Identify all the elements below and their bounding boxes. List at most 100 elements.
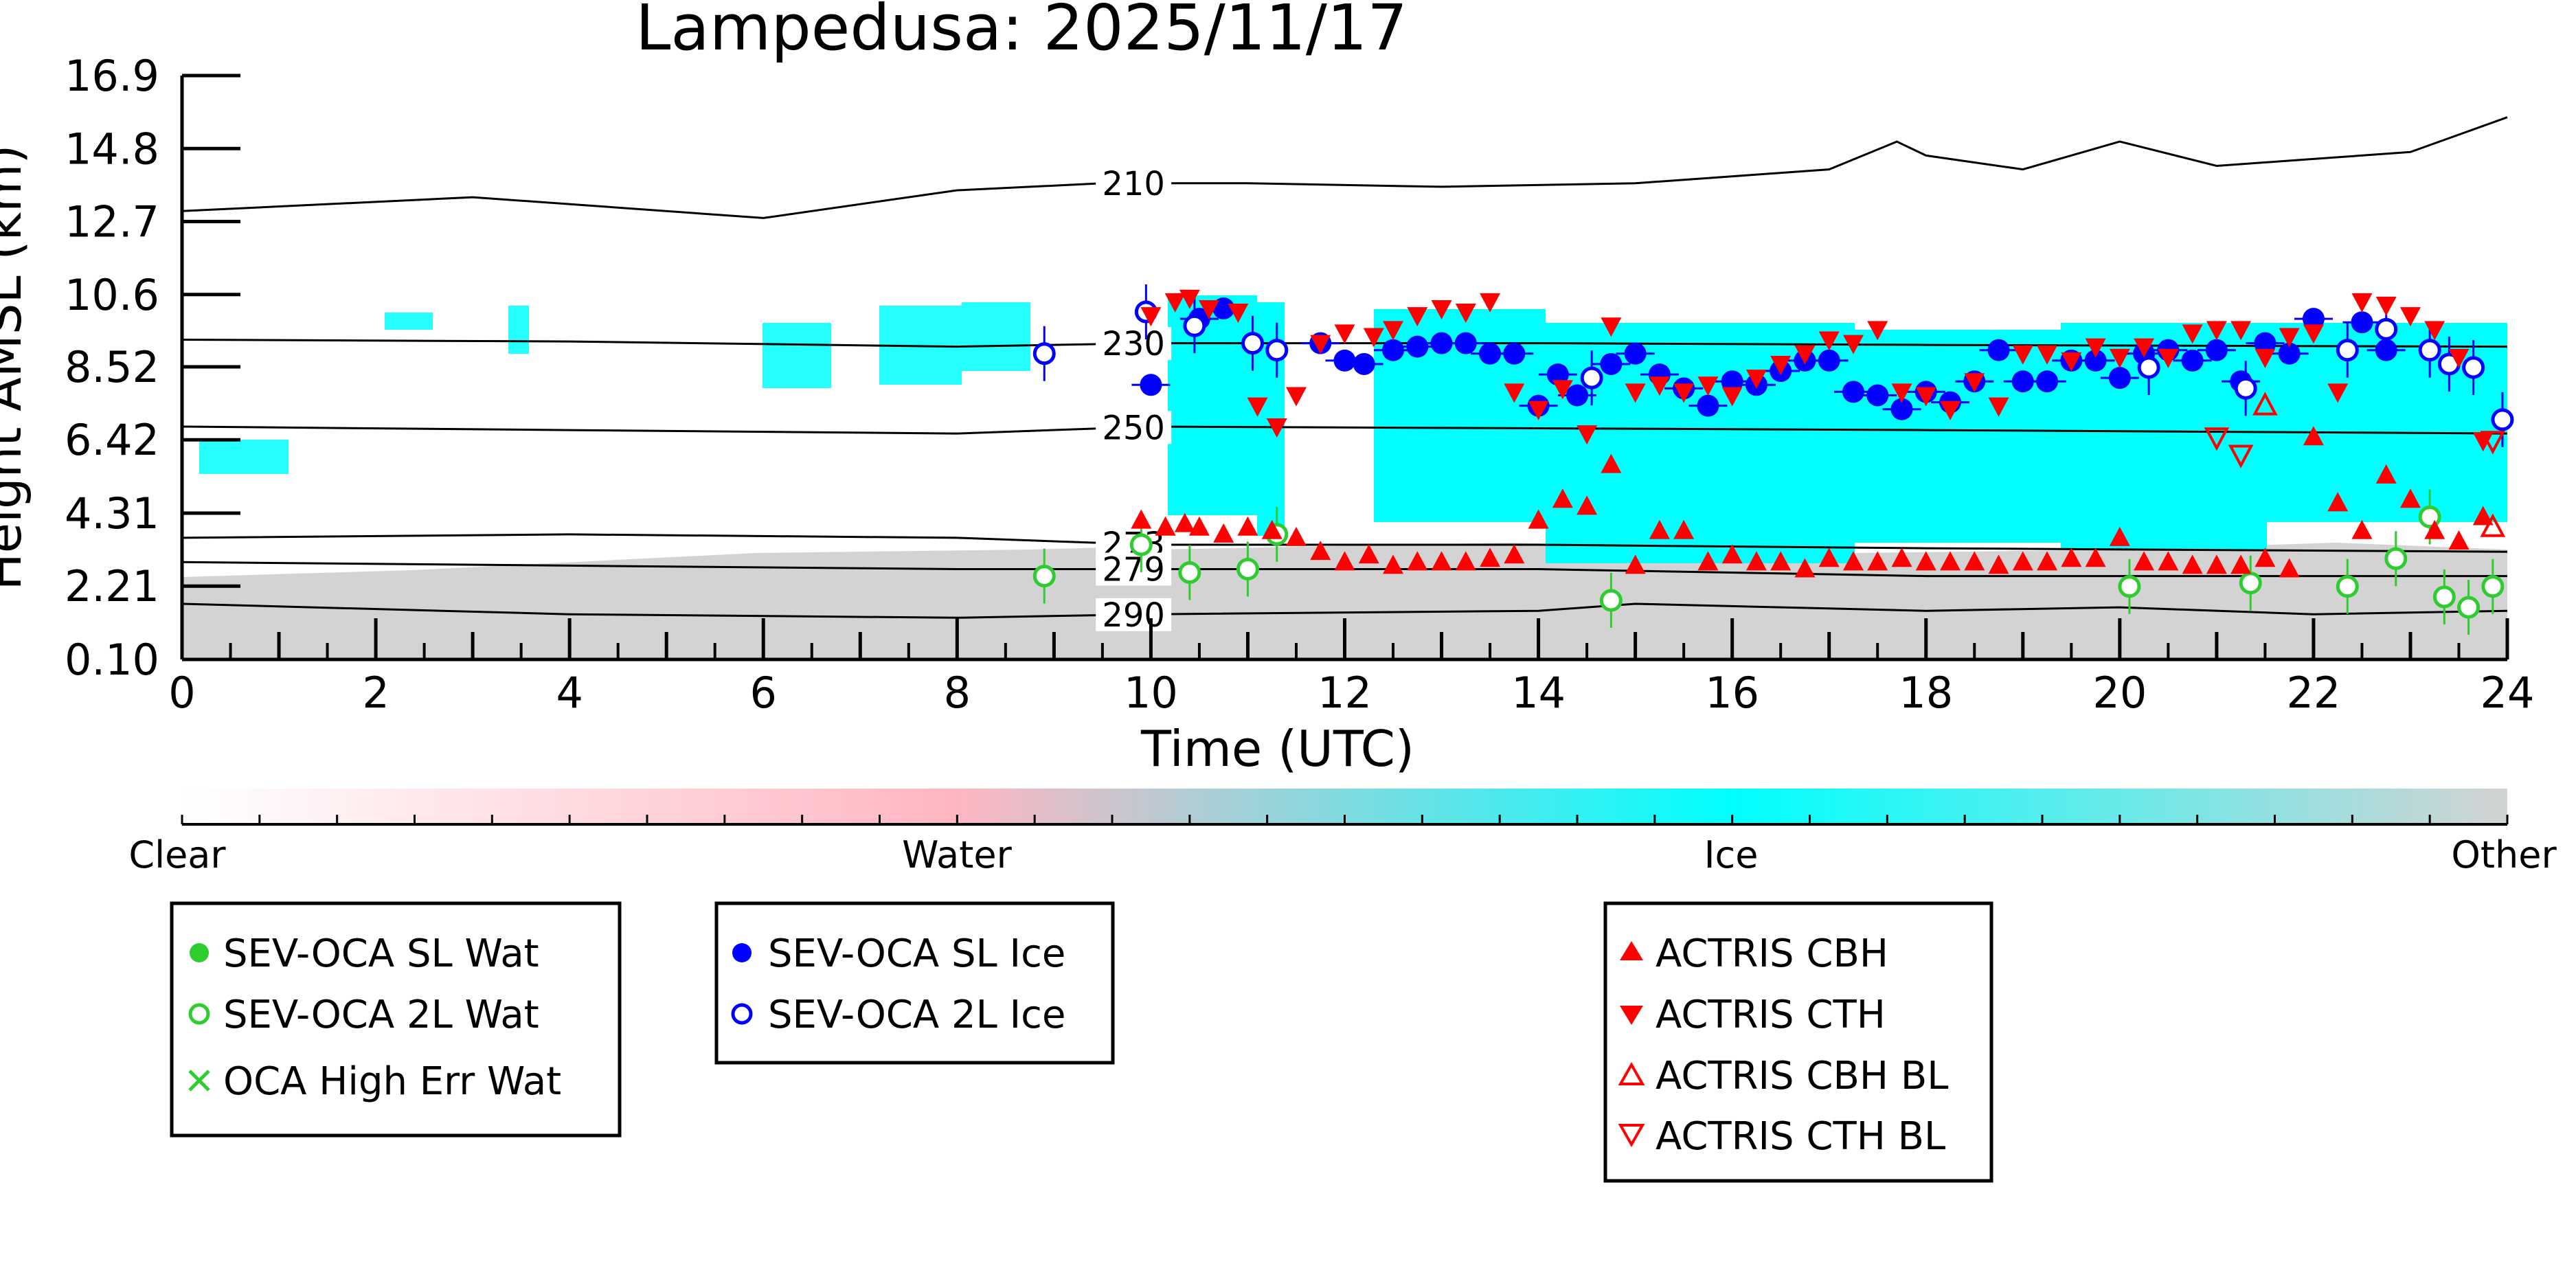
data-point bbox=[1546, 363, 1569, 386]
x-ticks: 0 2 4 6 8 10 12 14 16 18 20 22 24 bbox=[168, 618, 2534, 718]
data-point bbox=[1334, 551, 1355, 571]
legend-label: OCA High Err Wat bbox=[223, 1059, 561, 1104]
data-point bbox=[2206, 554, 2227, 574]
data-point bbox=[2037, 551, 2058, 571]
data-point bbox=[2351, 293, 2373, 313]
contour-label: 210 bbox=[1102, 165, 1165, 203]
colorbar-ticks bbox=[181, 815, 2509, 824]
data-point bbox=[2012, 551, 2033, 571]
data-point bbox=[1649, 519, 1670, 539]
legend-label: ACTRIS CBH BL bbox=[1656, 1054, 1948, 1098]
data-point bbox=[1818, 331, 1840, 351]
data-point bbox=[1697, 551, 1719, 571]
mask-ice-region bbox=[962, 302, 1030, 371]
data-point bbox=[1625, 554, 1646, 574]
legend-item-2l-wat: SEV-OCA 2L Wat bbox=[188, 993, 539, 1037]
mask-ice-region bbox=[1855, 330, 2061, 543]
y-tick-label: 2.21 bbox=[65, 561, 159, 611]
data-point bbox=[1140, 374, 1162, 396]
data-point bbox=[1237, 516, 1258, 536]
data-point bbox=[2230, 321, 2252, 341]
data-point bbox=[1247, 397, 1268, 417]
data-point bbox=[1454, 332, 1477, 354]
data-point bbox=[1164, 293, 1186, 313]
data-point bbox=[1333, 349, 1356, 372]
data-point bbox=[1964, 551, 1985, 571]
data-point bbox=[1212, 297, 1235, 319]
mask-other-region bbox=[182, 546, 1154, 659]
legend-item-high-err-wat: OCA High Err Wat bbox=[188, 1059, 561, 1104]
data-point bbox=[2457, 596, 2481, 619]
data-point bbox=[2204, 427, 2230, 451]
data-point bbox=[1915, 551, 1936, 571]
x-tick-label: 0 bbox=[168, 668, 195, 718]
data-point bbox=[1624, 342, 1647, 365]
temperature-contours: 210230250273279290 bbox=[181, 116, 2508, 635]
data-point bbox=[2158, 551, 2179, 571]
data-point bbox=[1964, 373, 1985, 393]
data-point bbox=[1600, 352, 1623, 375]
data-point bbox=[2384, 547, 2408, 570]
x-tick-label: 16 bbox=[1705, 668, 1759, 718]
data-point bbox=[1987, 339, 2010, 361]
data-point bbox=[1721, 387, 1743, 407]
data-point bbox=[1601, 317, 1622, 337]
data-point bbox=[1599, 589, 1623, 612]
data-point bbox=[1479, 342, 1502, 365]
series-actris-cth bbox=[1140, 289, 2494, 452]
data-point bbox=[2181, 349, 2204, 372]
legend-marker-triangle-down-filled bbox=[1620, 1006, 1643, 1025]
contour-label: 230 bbox=[1102, 325, 1165, 363]
data-point bbox=[1406, 335, 1429, 358]
data-point bbox=[2351, 519, 2373, 539]
data-point bbox=[2399, 488, 2421, 508]
data-point bbox=[1480, 293, 1501, 313]
x-tick-label: 18 bbox=[1899, 668, 1953, 718]
data-point bbox=[1183, 314, 1206, 337]
data-point bbox=[1199, 300, 1220, 319]
data-point bbox=[1794, 345, 1816, 365]
data-point bbox=[2182, 324, 2203, 344]
data-point bbox=[1794, 558, 1816, 578]
data-point bbox=[1552, 488, 1573, 508]
x-tick-label: 2 bbox=[362, 668, 389, 718]
data-point bbox=[2205, 339, 2228, 361]
y-tick-label: 14.8 bbox=[65, 124, 159, 174]
data-point bbox=[2424, 519, 2445, 539]
data-point bbox=[1334, 324, 1355, 344]
legend-item-sl-wat: SEV-OCA SL Wat bbox=[190, 931, 539, 976]
x-tick-label: 10 bbox=[1124, 668, 1178, 718]
data-point bbox=[1178, 561, 1201, 585]
legend-label: ACTRIS CBH bbox=[1656, 931, 1888, 976]
legend-marker-circle-filled bbox=[732, 943, 752, 962]
legend-ice: SEV-OCA SL Ice SEV-OCA 2L Ice bbox=[714, 901, 1115, 1065]
data-point bbox=[1649, 376, 1670, 396]
mask-ice-region bbox=[199, 440, 289, 474]
data-point bbox=[2118, 575, 2141, 598]
data-point bbox=[1213, 523, 1234, 543]
data-point bbox=[1129, 533, 1153, 556]
mask-ice-region bbox=[385, 313, 433, 330]
colorbar-label-water: Water bbox=[902, 833, 1012, 877]
data-point bbox=[1866, 384, 1889, 407]
data-point bbox=[2351, 311, 2373, 334]
data-point bbox=[1503, 342, 1526, 365]
contour-label-bg bbox=[1096, 598, 1172, 631]
data-point bbox=[1625, 383, 1646, 403]
data-point bbox=[1241, 332, 1265, 355]
contour-line bbox=[181, 116, 2508, 219]
data-point bbox=[2061, 547, 2082, 567]
data-point bbox=[2109, 348, 2130, 368]
legend-item-sl-ice: SEV-OCA SL Ice bbox=[732, 931, 1065, 976]
data-point bbox=[1383, 321, 1404, 341]
data-point bbox=[1528, 400, 1549, 420]
data-point bbox=[1891, 547, 1912, 567]
data-point bbox=[2278, 342, 2301, 365]
data-point bbox=[2134, 551, 2155, 571]
legend-water: SEV-OCA SL Wat SEV-OCA 2L Wat OCA High E… bbox=[170, 901, 622, 1138]
data-point bbox=[1504, 383, 1525, 403]
y-tick-label: 8.52 bbox=[65, 342, 159, 392]
data-point bbox=[2327, 383, 2349, 403]
data-point bbox=[1382, 339, 1405, 361]
series-actris-cbh-bl bbox=[2252, 392, 2506, 537]
